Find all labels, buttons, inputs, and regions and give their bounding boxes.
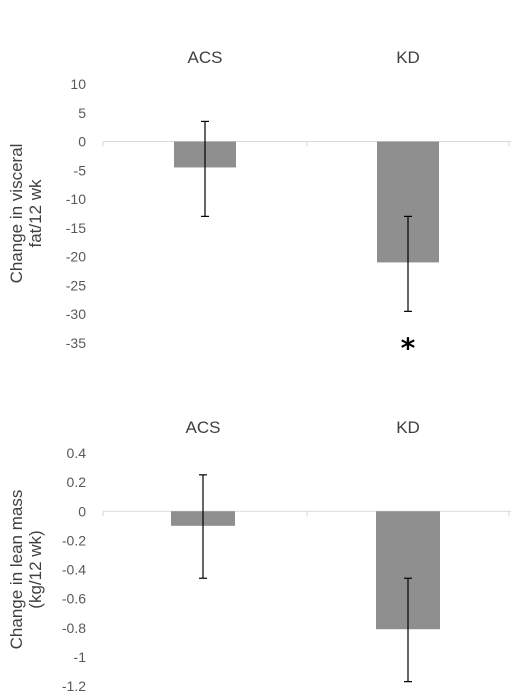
y-tick-label: -10 xyxy=(66,191,86,207)
y-tick-label: 0.2 xyxy=(67,474,87,490)
y-tick-label: -0.8 xyxy=(62,620,86,636)
y-tick-label: 0 xyxy=(78,134,86,150)
y-tick-label: -0.4 xyxy=(62,562,86,578)
chart-panel-2: 0.4 0.2 0 -0.2 -0.4 -0.6 -0.8 -1 -1.2 ACS KD Change… xyxy=(7,418,511,694)
y-axis-label-line: Change in visceral xyxy=(7,144,26,284)
y-axis-label-line: fat/12 wk xyxy=(26,179,45,248)
category-label: ACS xyxy=(186,418,221,437)
y-tick-label: 5 xyxy=(78,105,86,121)
y-tick-label: -15 xyxy=(66,220,86,236)
y-tick-label: -30 xyxy=(66,306,86,322)
y-axis-label: Change in visceralfat/12 wk xyxy=(7,144,45,284)
y-tick-label: -35 xyxy=(66,335,86,351)
y-tick-label: 0.4 xyxy=(67,445,87,461)
y-tick-label: -20 xyxy=(66,249,86,265)
y-tick-label: 10 xyxy=(70,76,86,92)
y-tick-label: -25 xyxy=(66,277,86,293)
significance-star: * xyxy=(401,331,416,364)
y-axis-label: Change in lean mass(kg/12 wk) xyxy=(7,490,45,650)
y-axis-label-line: Change in lean mass xyxy=(7,490,26,650)
chart-panel-1: 10 5 0 -5 -10 -15 -20 -25 -30 -35 ACS KD * Change in … xyxy=(7,48,511,364)
y-tick-label: -0.6 xyxy=(62,591,86,607)
category-label: KD xyxy=(396,418,420,437)
y-tick-label: -1 xyxy=(74,649,87,665)
y-axis-label-line: (kg/12 wk) xyxy=(26,530,45,608)
y-tick-label: 0 xyxy=(78,503,86,519)
category-label: ACS xyxy=(188,48,223,67)
y-tick-label: -0.2 xyxy=(62,532,86,548)
y-tick-label: -5 xyxy=(74,162,87,178)
y-tick-label: -1.2 xyxy=(62,678,86,694)
category-label: KD xyxy=(396,48,420,67)
